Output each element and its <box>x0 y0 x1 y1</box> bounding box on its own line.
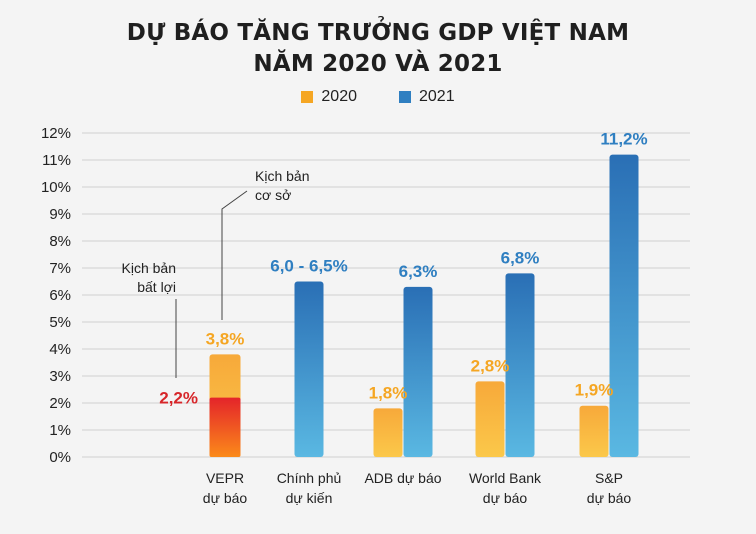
y-tick-label: 12% <box>41 125 71 142</box>
bar-2021 <box>609 154 639 457</box>
data-label-2021: 6,8% <box>501 248 540 267</box>
data-label-2020: 3,8% <box>206 329 245 348</box>
y-tick-label: 9% <box>49 206 71 223</box>
data-label-2020: 1,9% <box>575 381 614 400</box>
bar-2020-adverse <box>209 397 241 457</box>
annotation-leader-base <box>221 190 248 320</box>
data-label-adverse: 2,2% <box>159 389 198 408</box>
x-tick-label: dự báo <box>203 490 248 506</box>
y-tick-label: 5% <box>49 314 71 331</box>
bar-2020 <box>373 408 403 457</box>
legend-item-2021: 2021 <box>399 88 455 106</box>
bar-2020 <box>579 405 609 457</box>
x-tick-label: ADB dự báo <box>364 470 441 486</box>
chart-title-line-2: NĂM 2020 VÀ 2021 <box>253 51 503 77</box>
y-tick-label: 1% <box>49 422 71 439</box>
x-tick-label: VEPR <box>206 470 244 486</box>
y-tick-label: 11% <box>42 152 71 169</box>
x-tick-label: dự kiến <box>286 490 333 506</box>
x-tick-label: dự báo <box>483 490 528 506</box>
data-label-2020: 2,8% <box>471 356 510 375</box>
bar-2021 <box>294 281 324 457</box>
annotation-text-adverse: Kịch bản <box>122 260 176 276</box>
data-label-2021: 6,3% <box>399 262 438 281</box>
annotation-text-adverse: bất lợi <box>137 279 176 295</box>
x-tick-label: Chính phủ <box>277 470 342 486</box>
y-tick-label: 7% <box>49 260 71 277</box>
chart-title-line-1: DỰ BÁO TĂNG TRƯỞNG GDP VIỆT NAM <box>126 20 630 46</box>
bar-2020 <box>475 381 505 457</box>
data-label-2021: 11,2% <box>600 130 647 149</box>
labels-layer: VEPR dự báo 3,8% 2,2% Kịch bản cơ sở Kịch bản b… <box>122 130 648 506</box>
y-tick-label: 0% <box>49 449 71 466</box>
annotation-text-base: cơ sở <box>255 187 291 203</box>
y-tick-label: 8% <box>49 233 71 250</box>
legend-label-2020: 2020 <box>321 88 357 105</box>
bar-2021 <box>403 286 433 457</box>
y-tick-label: 2% <box>49 395 71 412</box>
legend-swatch-2020 <box>301 91 314 103</box>
bar-2021 <box>505 273 535 457</box>
data-label-2020: 1,8% <box>369 383 408 402</box>
y-tick-label: 6% <box>49 287 71 304</box>
y-tick-label: 4% <box>49 341 71 358</box>
legend-item-2020: 2020 <box>301 88 357 106</box>
x-tick-label: S&P <box>595 470 623 486</box>
annotation-text-base: Kịch bản <box>255 168 309 184</box>
y-tick-label: 10% <box>41 179 71 196</box>
bars-layer <box>209 154 639 457</box>
y-tick-label: 3% <box>49 368 71 385</box>
legend: 2020 2021 <box>0 88 756 106</box>
legend-swatch-2021 <box>399 91 411 103</box>
x-tick-label: dự báo <box>587 490 632 506</box>
chart-title: DỰ BÁO TĂNG TRƯỞNG GDP VIỆT NAM NĂM 2020… <box>0 18 756 80</box>
legend-label-2021: 2021 <box>419 88 455 105</box>
data-label-2021: 6,0 - 6,5% <box>270 257 348 276</box>
x-tick-label: World Bank <box>469 470 542 486</box>
